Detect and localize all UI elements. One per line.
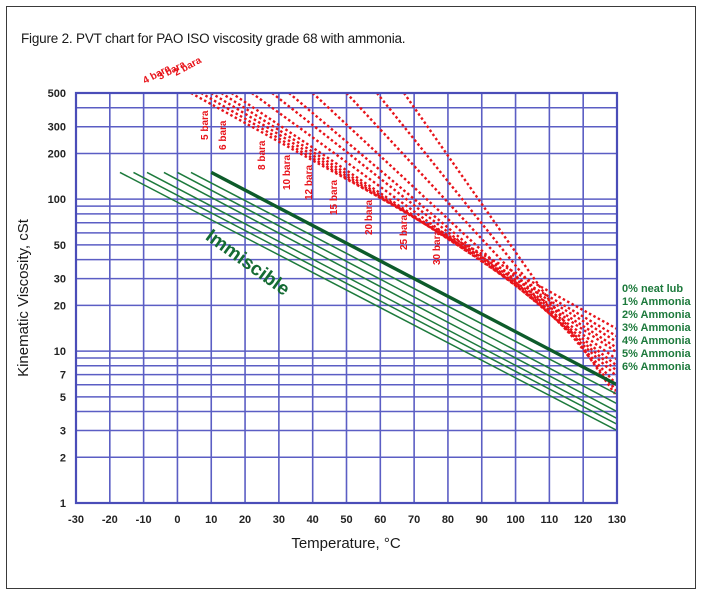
x-tick-label: 50	[340, 514, 352, 526]
x-tick-label: 40	[307, 514, 319, 526]
y-axis-tick-labels: 1 2 3 5 7 10 20 30 50 100 200 300 500	[48, 88, 66, 510]
x-tick-label: 90	[476, 514, 488, 526]
concentration-curves	[119, 170, 617, 432]
x-tick-label: 20	[239, 514, 251, 526]
y-tick-label: 5	[60, 392, 66, 404]
isobar-pressure-label: 6 bara	[218, 120, 229, 150]
x-tick-label: 110	[541, 514, 559, 526]
isobar-line	[190, 93, 617, 330]
y-tick-label: 3	[60, 426, 66, 438]
y-axis-title: Kinematic Viscosity, cSt	[15, 218, 32, 377]
legend-entry: 1% Ammonia	[622, 296, 692, 308]
concentration-line	[210, 170, 617, 387]
x-tick-label: 130	[608, 514, 626, 526]
concentration-line	[163, 171, 617, 413]
isobar-line	[311, 93, 617, 378]
x-axis-tick-labels: -30 -20 -10 0 10 20 30 40 50 60 70 80 90 100 110 120 130	[68, 514, 626, 526]
isobar-line	[230, 93, 617, 354]
x-tick-label: 10	[205, 514, 217, 526]
plot-frame	[74, 91, 619, 505]
x-tick-label: 30	[273, 514, 285, 526]
figure-caption: Figure 2. PVT chart for PAO ISO viscosit…	[21, 31, 406, 46]
isobar-pressure-label: 25 bara	[399, 215, 410, 250]
x-tick-label: 0	[174, 514, 180, 526]
isobar-line	[375, 93, 617, 393]
concentration-line	[190, 171, 617, 395]
isobar-pressure-label: 10 bara	[282, 155, 293, 190]
concentration-line	[146, 171, 617, 420]
legend-entry: 3% Ammonia	[622, 322, 692, 334]
legend-entry: 6% Ammonia	[622, 361, 692, 373]
y-tick-label: 100	[48, 194, 66, 206]
y-tick-label: 20	[54, 300, 66, 312]
y-tick-label: 1	[60, 498, 66, 510]
isobar-pressure-label: 5 bara	[200, 110, 211, 140]
plot-border	[74, 91, 619, 505]
x-tick-label: -30	[68, 514, 84, 526]
legend-entry: 2% Ammonia	[622, 309, 692, 321]
isobar-pressure-label: 30 bara	[432, 230, 443, 265]
y-tick-label: 2	[60, 452, 66, 464]
figure-frame: Figure 2. PVT chart for PAO ISO viscosit…	[6, 6, 696, 589]
x-tick-label: 120	[574, 514, 592, 526]
y-tick-label: 300	[48, 122, 66, 134]
x-tick-label: 60	[374, 514, 386, 526]
isobar-line	[288, 93, 617, 372]
x-tick-label: -20	[102, 514, 118, 526]
isobar-curves	[190, 93, 617, 398]
y-tick-label: 30	[54, 274, 66, 286]
x-tick-label: 70	[408, 514, 420, 526]
legend-entry: 5% Ammonia	[622, 348, 692, 360]
x-tick-label: -10	[136, 514, 152, 526]
y-tick-label: 200	[48, 148, 66, 160]
y-tick-label: 500	[48, 88, 66, 100]
isobar-pressure-label: 8 bara	[257, 140, 268, 170]
y-tick-label: 7	[60, 370, 66, 382]
concentration-line	[133, 171, 617, 425]
isobar-pressure-label: 20 bara	[364, 200, 375, 235]
x-tick-label: 80	[442, 514, 454, 526]
y-tick-label: 10	[54, 346, 66, 358]
isobar-line	[210, 93, 617, 343]
isobar-pressure-label: 12 bara	[304, 165, 315, 200]
y-tick-label: 50	[54, 240, 66, 252]
isobar-pressure-label: 4 bara	[141, 63, 173, 87]
isobar-line	[402, 93, 617, 398]
legend-entry: 0% neat lub	[622, 283, 683, 295]
x-tick-label: 100	[506, 514, 524, 526]
isobar-pressure-label: 15 bara	[329, 180, 340, 215]
concentration-line	[119, 171, 617, 432]
legend-entry: 4% Ammonia	[622, 335, 692, 347]
x-axis-title: Temperature, °C	[291, 535, 401, 552]
concentration-line	[177, 171, 617, 405]
